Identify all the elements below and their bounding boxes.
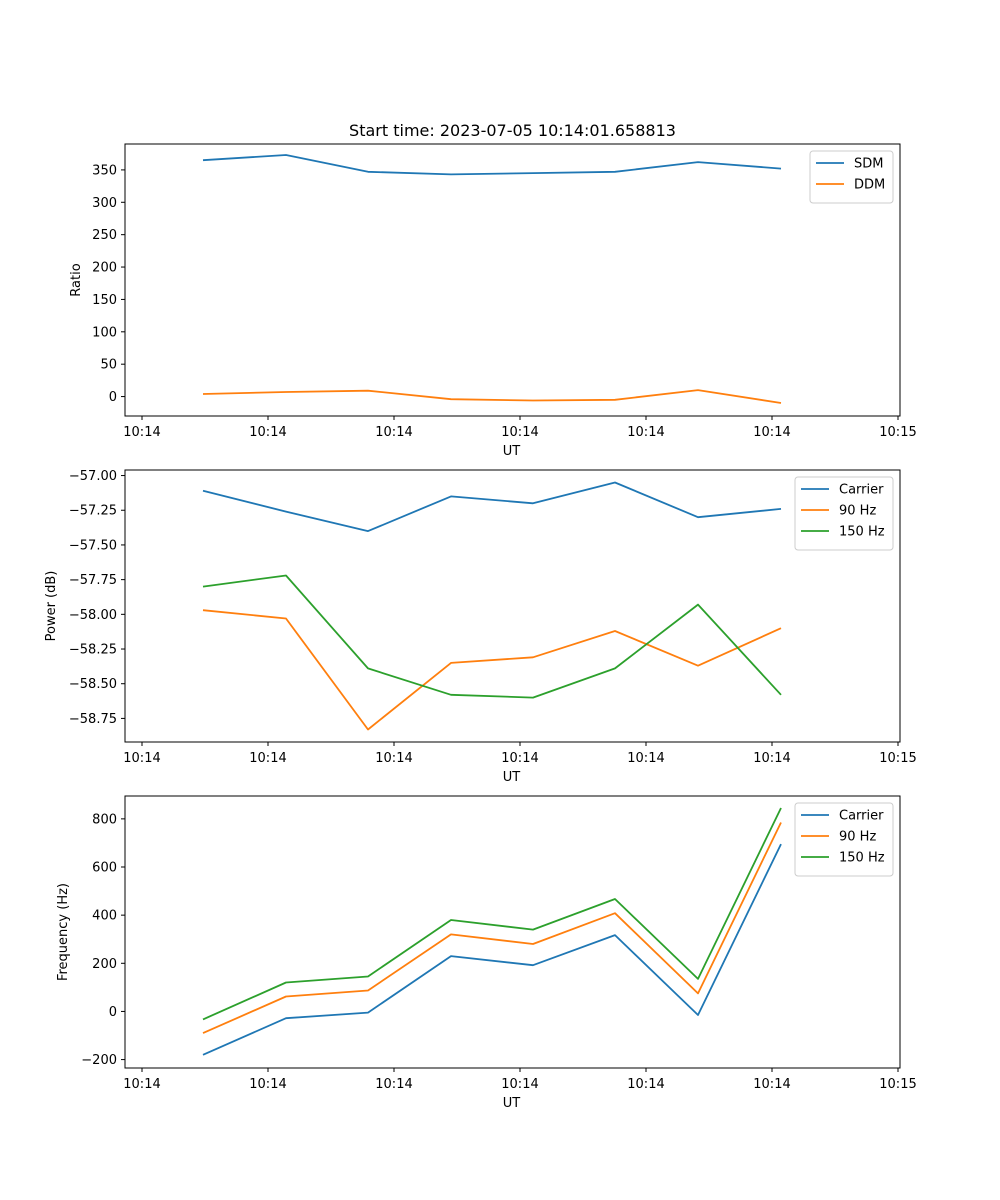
y-tick-label: 200 bbox=[92, 261, 117, 276]
x-tick-label: 10:14 bbox=[753, 1077, 790, 1092]
y-axis-label: Frequency (Hz) bbox=[56, 883, 71, 981]
y-tick-label: 100 bbox=[92, 325, 117, 340]
y-tick-label: 0 bbox=[109, 390, 117, 405]
series-line-sdm bbox=[202, 154, 782, 176]
legend-label: DDM bbox=[854, 178, 885, 193]
y-tick-label: 400 bbox=[92, 909, 117, 924]
x-tick-label: 10:14 bbox=[123, 1077, 160, 1092]
x-tick-label: 10:14 bbox=[753, 751, 790, 766]
x-axis-label: UT bbox=[503, 444, 521, 459]
chart-panel-1: 10:14 10:14 10:14 10:14 10:14 10:14 10:15 0 50 10… bbox=[69, 121, 917, 459]
x-axis-label: UT bbox=[503, 770, 521, 785]
y-tick-label: 0 bbox=[109, 1005, 117, 1020]
y-tick-label: −57.50 bbox=[69, 538, 117, 553]
legend-label: Carrier bbox=[839, 809, 884, 824]
y-tick-label: 150 bbox=[92, 293, 117, 308]
series-line-90-hz bbox=[202, 822, 782, 1034]
x-tick-label: 10:14 bbox=[123, 751, 160, 766]
x-axis-label: UT bbox=[503, 1096, 521, 1111]
y-tick-label: −58.50 bbox=[69, 677, 117, 692]
x-tick-label: 10:14 bbox=[123, 425, 160, 440]
series-line-90-hz bbox=[202, 609, 782, 731]
x-tick-label: 10:14 bbox=[501, 425, 538, 440]
x-tick-label: 10:14 bbox=[627, 1077, 664, 1092]
x-tick-label: 10:15 bbox=[879, 425, 916, 440]
y-tick-label: −58.25 bbox=[69, 643, 117, 658]
series-line-150-hz bbox=[202, 807, 782, 1021]
x-tick-label: 10:15 bbox=[879, 1077, 916, 1092]
x-tick-label: 10:15 bbox=[879, 751, 916, 766]
chart-panel-3: 10:14 10:14 10:14 10:14 10:14 10:14 10:15 −200 0… bbox=[56, 795, 917, 1111]
x-tick-label: 10:14 bbox=[249, 751, 286, 766]
series-line-ddm bbox=[202, 389, 782, 404]
x-tick-label: 10:14 bbox=[375, 1077, 412, 1092]
y-tick-label: 50 bbox=[100, 358, 117, 373]
y-tick-label: −58.00 bbox=[69, 608, 117, 623]
legend: SDM DDM bbox=[809, 150, 894, 204]
legend-label: 90 Hz bbox=[839, 830, 876, 845]
series-line-carrier bbox=[202, 481, 782, 532]
x-tick-label: 10:14 bbox=[249, 425, 286, 440]
y-tick-label: −200 bbox=[81, 1053, 117, 1068]
x-tick-label: 10:14 bbox=[249, 1077, 286, 1092]
y-tick-label: −58.75 bbox=[69, 712, 117, 727]
legend-label: 90 Hz bbox=[839, 504, 876, 519]
x-tick-label: 10:14 bbox=[375, 425, 412, 440]
y-tick-label: −57.75 bbox=[69, 573, 117, 588]
axes-frame bbox=[124, 143, 901, 417]
y-tick-label: 200 bbox=[92, 957, 117, 972]
legend-box bbox=[809, 150, 894, 204]
axes-frame bbox=[124, 795, 901, 1069]
y-tick-label: −57.25 bbox=[69, 504, 117, 519]
legend-label: 150 Hz bbox=[839, 851, 885, 866]
legend: Carrier 90 Hz 150 Hz bbox=[794, 476, 894, 551]
y-tick-label: 300 bbox=[92, 196, 117, 211]
chart-title: Start time: 2023-07-05 10:14:01.658813 bbox=[349, 121, 676, 140]
y-tick-label: 800 bbox=[92, 812, 117, 827]
legend-label: SDM bbox=[854, 157, 883, 172]
x-tick-label: 10:14 bbox=[753, 425, 790, 440]
series-line-carrier bbox=[202, 843, 782, 1056]
y-tick-label: −57.00 bbox=[69, 469, 117, 484]
series-line-150-hz bbox=[202, 574, 782, 699]
x-tick-label: 10:14 bbox=[627, 425, 664, 440]
legend: Carrier 90 Hz 150 Hz bbox=[794, 802, 894, 877]
y-axis-label: Ratio bbox=[69, 263, 84, 296]
legend-label: Carrier bbox=[839, 483, 884, 498]
x-tick-label: 10:14 bbox=[375, 751, 412, 766]
axes-frame bbox=[124, 469, 901, 743]
x-tick-label: 10:14 bbox=[501, 751, 538, 766]
legend-label: 150 Hz bbox=[839, 525, 885, 540]
y-tick-label: 250 bbox=[92, 228, 117, 243]
x-tick-label: 10:14 bbox=[501, 1077, 538, 1092]
chart-panel-2: 10:14 10:14 10:14 10:14 10:14 10:14 10:15 −58.7… bbox=[44, 469, 917, 785]
y-tick-label: 350 bbox=[92, 163, 117, 178]
y-axis-label: Power (dB) bbox=[44, 571, 59, 642]
y-tick-label: 600 bbox=[92, 861, 117, 876]
x-tick-label: 10:14 bbox=[627, 751, 664, 766]
